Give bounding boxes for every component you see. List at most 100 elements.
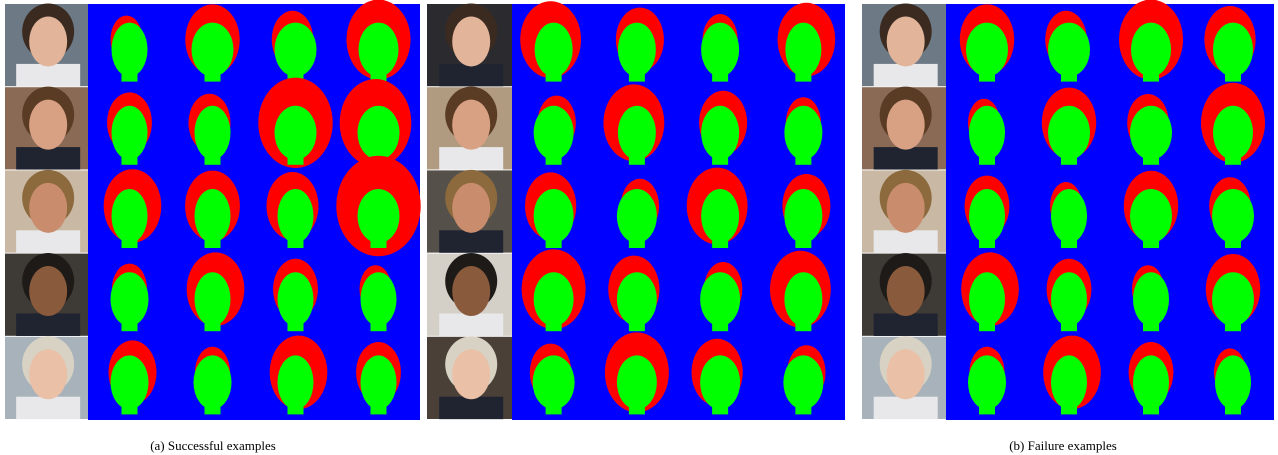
face-mask [111,105,148,160]
neck-mask [628,150,645,165]
face-mask [277,272,314,327]
photo-body [16,230,81,253]
face-mask [532,355,575,410]
photo-body [439,396,504,420]
face-mask [1133,355,1169,410]
photo-body [439,230,504,253]
face-mask [193,355,232,410]
face-mask [357,189,400,243]
face-mask [784,105,823,160]
photo-face [29,266,68,317]
neck-mask [121,67,138,82]
photo-face [452,182,491,233]
photo-face [452,16,491,67]
face-mask [969,189,1005,243]
photo-face [886,16,925,67]
face-mask [1213,105,1253,160]
face-mask [969,105,1005,160]
photo-body [439,147,504,170]
face-mask [966,22,1008,77]
face-mask [277,189,314,243]
neck-mask [1061,317,1077,332]
neck-mask [204,317,221,332]
face-mask [1212,272,1254,327]
neck-mask [370,67,387,82]
face-mask [784,272,823,327]
neck-mask [204,150,221,165]
neck-mask [204,67,221,82]
neck-mask [287,234,304,248]
caption: (b) Failure examples [1009,438,1117,453]
face-mask [616,189,657,243]
neck-mask [545,317,562,332]
photo-columns [5,3,946,420]
neck-mask [628,317,645,332]
face-mask [1215,355,1251,410]
photo-body [873,147,938,170]
face-mask [110,272,149,327]
face-mask [194,272,231,327]
photo-face [452,266,491,317]
photo-body [16,147,81,170]
face-mask [1048,105,1090,160]
neck-mask [628,67,645,82]
neck-mask [204,234,221,248]
face-mask [701,22,740,77]
neck-mask [121,150,138,165]
neck-mask [287,400,304,415]
neck-mask [712,67,729,82]
neck-mask [979,67,995,82]
photo-face [886,182,925,233]
caption: (a) Successful examples [150,438,276,453]
neck-mask [545,150,562,165]
photo-face [886,349,925,400]
face-mask [274,105,317,160]
photo-body [873,63,938,87]
neck-mask [370,317,387,332]
photo-body [873,313,938,336]
face-mask [357,105,400,160]
photo-body [16,313,81,336]
neck-mask [370,400,387,415]
face-mask [968,355,1006,410]
neck-mask [712,400,729,415]
face-mask [617,105,656,160]
face-mask [358,22,399,77]
neck-mask [545,234,562,248]
neck-mask [287,150,304,165]
neck-mask [287,317,304,332]
photo-face [29,349,68,400]
neck-mask [1143,150,1159,165]
neck-mask [979,150,995,165]
face-mask [784,189,823,243]
photo-body [873,396,938,420]
face-mask [1051,272,1087,327]
photo-face [29,182,68,233]
neck-mask [121,317,138,332]
photo-face [29,99,68,150]
neck-mask [795,317,812,332]
neck-mask [1061,400,1077,415]
face-mask [533,272,574,327]
neck-mask [979,234,995,248]
neck-mask [795,234,812,248]
neck-mask [1143,317,1159,332]
neck-mask [1143,67,1159,82]
face-mask [1130,189,1172,243]
face-mask [534,22,573,77]
neck-mask [1061,234,1077,248]
neck-mask [712,234,729,248]
face-mask [533,189,574,243]
photo-face [452,349,491,400]
face-mask [360,355,397,410]
face-mask [700,272,741,327]
face-mask [969,272,1005,327]
face-mask [617,22,656,77]
neck-mask [121,234,138,248]
face-mask [111,189,148,243]
neck-mask [712,150,729,165]
face-mask [110,355,149,410]
neck-mask [979,317,995,332]
photo-face [452,99,491,150]
